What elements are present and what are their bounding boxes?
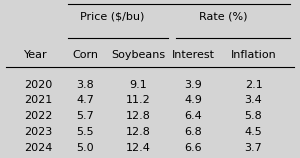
Text: 5.0: 5.0 bbox=[77, 143, 94, 153]
Text: 4.7: 4.7 bbox=[76, 95, 94, 105]
Text: Corn: Corn bbox=[73, 49, 98, 60]
Text: 3.9: 3.9 bbox=[184, 79, 202, 90]
Text: 2021: 2021 bbox=[24, 95, 52, 105]
Text: 2023: 2023 bbox=[24, 127, 52, 137]
Text: Price ($/bu): Price ($/bu) bbox=[80, 12, 144, 22]
Text: 5.7: 5.7 bbox=[76, 111, 94, 121]
Text: 2.1: 2.1 bbox=[244, 79, 262, 90]
Text: 6.6: 6.6 bbox=[185, 143, 202, 153]
Text: Interest: Interest bbox=[172, 49, 215, 60]
Text: 6.4: 6.4 bbox=[184, 111, 202, 121]
Text: 5.5: 5.5 bbox=[77, 127, 94, 137]
Text: 2020: 2020 bbox=[24, 79, 52, 90]
Text: 5.8: 5.8 bbox=[244, 111, 262, 121]
Text: 3.7: 3.7 bbox=[244, 143, 262, 153]
Text: 6.8: 6.8 bbox=[184, 127, 202, 137]
Text: 4.5: 4.5 bbox=[244, 127, 262, 137]
Text: 12.4: 12.4 bbox=[126, 143, 150, 153]
Text: Rate (%): Rate (%) bbox=[199, 12, 248, 22]
Text: 4.9: 4.9 bbox=[184, 95, 202, 105]
Text: 3.4: 3.4 bbox=[244, 95, 262, 105]
Text: 3.8: 3.8 bbox=[76, 79, 94, 90]
Text: 9.1: 9.1 bbox=[129, 79, 147, 90]
Text: Year: Year bbox=[24, 49, 48, 60]
Text: 2022: 2022 bbox=[24, 111, 52, 121]
Text: 12.8: 12.8 bbox=[126, 111, 150, 121]
Text: 11.2: 11.2 bbox=[126, 95, 150, 105]
Text: Soybeans: Soybeans bbox=[111, 49, 165, 60]
Text: Inflation: Inflation bbox=[231, 49, 276, 60]
Text: 12.8: 12.8 bbox=[126, 127, 150, 137]
Text: 2024: 2024 bbox=[24, 143, 52, 153]
